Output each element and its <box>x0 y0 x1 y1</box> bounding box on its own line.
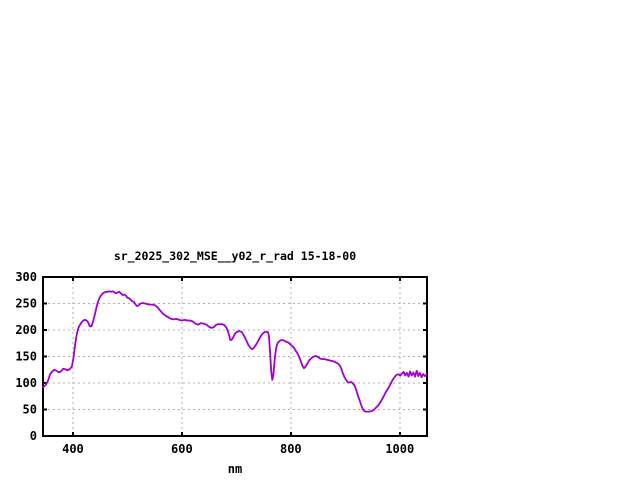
x-tick-label: 400 <box>62 442 84 456</box>
y-tick-label: 50 <box>23 403 37 417</box>
y-tick-label: 250 <box>15 297 37 311</box>
x-tick-label: 1000 <box>385 442 414 456</box>
x-tick-label: 800 <box>280 442 302 456</box>
data-curve <box>42 290 428 413</box>
y-tick-label: 100 <box>15 376 37 390</box>
y-tick-label: 300 <box>15 270 37 284</box>
y-tick-label: 200 <box>15 323 37 337</box>
chart-title: sr_2025_302_MSE__y02_r_rad 15-18-00 <box>113 249 357 263</box>
y-tick-label: 150 <box>15 350 37 364</box>
y-tick-label: 0 <box>30 429 37 443</box>
x-axis-label: nm <box>227 462 243 476</box>
x-tick-label: 600 <box>171 442 193 456</box>
